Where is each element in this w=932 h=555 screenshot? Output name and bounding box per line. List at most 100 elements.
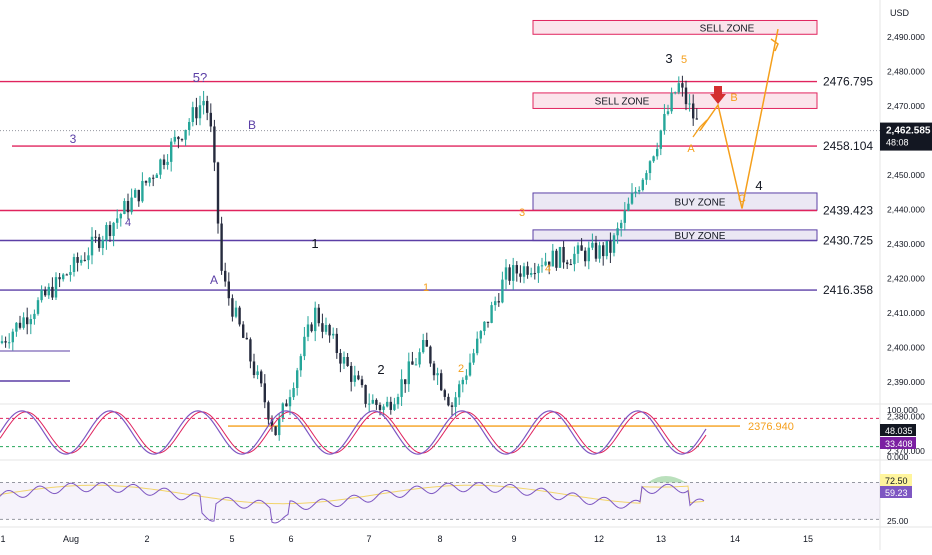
wave-label: B — [248, 118, 256, 132]
stoch-tick: 100.000 — [887, 405, 918, 415]
candle — [486, 321, 490, 323]
candle — [310, 324, 313, 332]
last-price-value: 2,462.585 — [886, 126, 931, 137]
level-label: 2416.358 — [823, 283, 873, 297]
price-tick: 2,450.000 — [887, 170, 925, 180]
candle — [76, 257, 79, 263]
candle — [353, 375, 356, 382]
candle — [576, 245, 580, 254]
candle — [648, 161, 652, 174]
candle — [198, 105, 202, 119]
candle — [8, 342, 11, 344]
candle — [285, 403, 288, 407]
candle — [144, 180, 148, 183]
candle — [663, 113, 666, 131]
price-tick: 2,440.000 — [887, 205, 925, 215]
stoch-d-value: 33.408 — [885, 439, 913, 449]
zone-label: BUY ZONE — [675, 198, 726, 209]
time-tick: 6 — [288, 534, 293, 544]
candle — [184, 129, 187, 140]
candle — [328, 324, 331, 336]
candle — [288, 397, 292, 407]
candle — [234, 307, 238, 317]
price-tick: 2,380.000 — [887, 412, 925, 422]
candle — [522, 266, 526, 277]
candle — [371, 399, 374, 404]
rsi-tick: 25.00 — [887, 516, 909, 526]
candle — [494, 301, 497, 306]
candle — [350, 365, 353, 382]
candle — [404, 379, 407, 385]
wave-label: A — [687, 143, 695, 155]
wave-label: 1 — [423, 282, 429, 294]
candle — [360, 379, 364, 386]
projection-arrowhead — [770, 38, 779, 52]
candle — [15, 322, 18, 332]
candle — [440, 373, 443, 391]
candle — [299, 356, 302, 371]
candle — [245, 337, 248, 340]
price-tick: 2,430.000 — [887, 239, 925, 249]
candle — [418, 352, 421, 365]
candle — [126, 200, 130, 213]
candle — [321, 323, 324, 332]
candle — [490, 305, 493, 323]
candle — [645, 173, 648, 180]
candle — [346, 356, 349, 366]
wave-label: 4 — [125, 217, 131, 229]
candle — [594, 242, 598, 259]
candle — [684, 87, 688, 105]
candle — [458, 384, 461, 398]
candle — [170, 141, 173, 162]
wave-label: 4 — [755, 178, 762, 193]
candle — [652, 156, 655, 162]
candle — [411, 361, 414, 365]
candle — [69, 272, 72, 275]
candle — [83, 259, 86, 261]
candle — [296, 370, 299, 389]
candle — [389, 401, 392, 410]
projection-path — [692, 119, 708, 138]
candle — [425, 340, 428, 347]
price-tick: 2,480.000 — [887, 67, 925, 77]
candle — [414, 364, 418, 366]
price-tick: 2,490.000 — [887, 32, 925, 42]
zone-label: SELL ZONE — [595, 97, 650, 108]
rsi-ma-tag — [880, 474, 912, 486]
candle — [530, 273, 533, 275]
time-tick: 15 — [803, 534, 813, 544]
candle — [540, 265, 544, 267]
candle — [400, 379, 403, 397]
candle — [436, 373, 439, 376]
zone-label: SELL ZONE — [700, 23, 755, 34]
candle — [51, 286, 54, 298]
candle — [101, 239, 104, 249]
candle — [238, 307, 241, 325]
candle — [162, 159, 166, 165]
candle — [674, 92, 677, 94]
candle — [216, 162, 220, 224]
candle — [148, 177, 151, 183]
candle — [598, 245, 601, 259]
candle — [72, 257, 76, 273]
candle — [638, 190, 641, 192]
candle — [573, 253, 576, 265]
candle — [130, 197, 133, 213]
candle — [670, 93, 673, 112]
time-tick: 9 — [511, 534, 516, 544]
candle — [58, 277, 61, 280]
candle — [497, 301, 500, 303]
candle — [242, 324, 245, 338]
candle — [339, 353, 342, 364]
candle — [108, 224, 112, 236]
candle — [364, 385, 367, 404]
candle — [468, 362, 472, 376]
candle — [555, 250, 558, 268]
candle — [616, 228, 619, 236]
candle — [191, 107, 194, 122]
candle — [584, 250, 587, 262]
candle — [396, 396, 400, 405]
candle — [314, 307, 317, 332]
